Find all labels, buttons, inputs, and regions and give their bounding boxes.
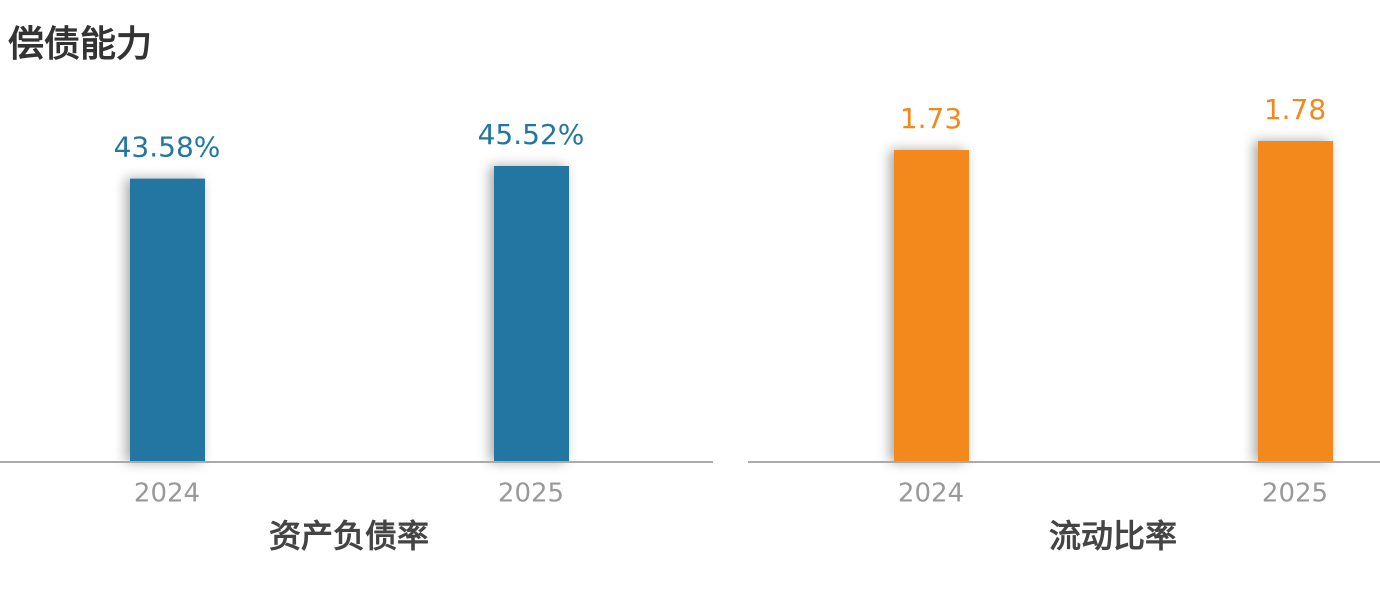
x-axis-title: 资产负债率 [269,517,429,555]
page-title: 偿债能力 [8,24,152,65]
x-tick-label: 2025 [1262,479,1328,509]
bar [1258,141,1333,462]
value-label: 45.52% [478,118,585,151]
x-tick-label: 2024 [898,479,964,509]
value-label: 43.58% [114,131,221,164]
value-label: 1.73 [900,102,962,135]
bar [494,166,569,462]
bar [894,150,969,463]
x-tick-label: 2024 [134,479,200,509]
bar [130,178,205,462]
value-label: 1.78 [1264,93,1326,126]
x-axis-title: 流动比率 [1049,517,1177,555]
x-tick-label: 2025 [498,479,564,509]
